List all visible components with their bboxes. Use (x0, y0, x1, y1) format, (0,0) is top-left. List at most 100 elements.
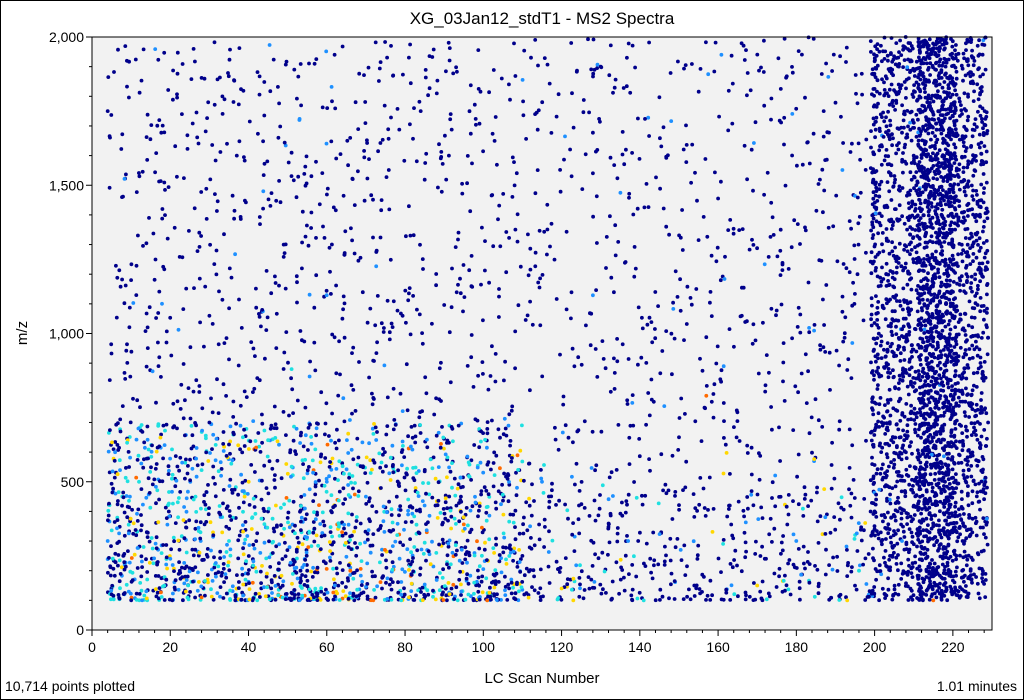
data-point (446, 581, 451, 585)
data-point (709, 399, 714, 404)
data-point (215, 77, 220, 82)
data-point (468, 131, 473, 136)
data-point (254, 539, 259, 543)
data-point (293, 449, 297, 454)
data-point (764, 353, 769, 357)
data-point (630, 43, 635, 48)
data-point (830, 567, 835, 572)
data-point (668, 558, 673, 563)
data-point (499, 502, 503, 507)
data-point (459, 421, 464, 426)
data-point (320, 510, 325, 515)
data-point (727, 327, 732, 331)
data-point (640, 502, 645, 507)
data-point (957, 507, 961, 512)
data-point (451, 582, 456, 587)
data-point (458, 475, 463, 480)
data-point (168, 315, 173, 320)
data-point (343, 229, 348, 234)
data-point (328, 559, 333, 563)
data-point (467, 474, 471, 478)
data-point (241, 546, 246, 551)
data-point (224, 394, 229, 398)
data-point (716, 196, 720, 201)
data-point (554, 114, 559, 119)
data-point (904, 581, 908, 586)
data-point (465, 454, 470, 459)
data-point (477, 508, 481, 513)
data-point (715, 344, 720, 349)
data-point (860, 92, 864, 97)
data-point (900, 130, 904, 135)
data-point (861, 562, 865, 567)
data-point (901, 316, 906, 321)
data-point (115, 472, 120, 477)
data-point (324, 567, 329, 571)
data-point (352, 203, 357, 208)
data-point (181, 362, 186, 366)
data-point (637, 437, 642, 441)
data-point (542, 56, 547, 60)
data-point (370, 574, 375, 579)
data-point (917, 55, 921, 60)
data-point (187, 518, 192, 523)
data-point (125, 84, 129, 89)
data-point (901, 268, 905, 273)
data-point (257, 444, 261, 449)
data-point (764, 556, 768, 561)
data-point (503, 593, 508, 597)
data-point (669, 119, 674, 123)
data-point (896, 500, 901, 505)
data-point (883, 442, 888, 446)
data-point (341, 193, 346, 198)
data-point (437, 142, 441, 147)
data-point (387, 330, 392, 335)
data-point (762, 38, 766, 43)
data-point (294, 549, 299, 554)
data-point (164, 516, 169, 520)
data-point (117, 268, 122, 273)
data-point (677, 503, 681, 507)
data-point (901, 151, 905, 155)
data-point (124, 172, 128, 177)
data-point (946, 456, 950, 461)
data-point (664, 224, 669, 229)
data-point (871, 442, 876, 447)
data-point (356, 127, 361, 131)
data-point (937, 148, 942, 153)
data-point (407, 286, 412, 290)
data-point (497, 203, 502, 208)
data-point (495, 162, 499, 167)
data-point (228, 597, 232, 601)
data-point (872, 585, 877, 589)
data-point (305, 223, 309, 228)
data-point (221, 562, 226, 566)
data-point (925, 240, 930, 245)
data-point (671, 307, 676, 311)
data-point (769, 96, 774, 101)
data-point (979, 407, 984, 412)
data-point (634, 574, 639, 579)
data-point (161, 543, 166, 547)
data-point (734, 408, 739, 413)
data-point (569, 41, 574, 45)
data-point (876, 300, 881, 304)
data-point (259, 497, 264, 502)
data-point (916, 369, 921, 373)
data-point (636, 305, 641, 310)
data-point (164, 555, 169, 560)
data-point (400, 448, 405, 452)
data-point (950, 467, 955, 472)
data-point (346, 563, 351, 568)
data-point (282, 502, 286, 507)
data-point (566, 435, 571, 440)
data-point (465, 364, 470, 368)
data-point (211, 530, 215, 535)
data-point (778, 494, 783, 499)
data-point (222, 580, 227, 584)
data-point (227, 509, 232, 513)
data-point (847, 487, 851, 492)
data-point (982, 428, 987, 432)
data-point (247, 597, 252, 602)
data-point (916, 138, 921, 143)
